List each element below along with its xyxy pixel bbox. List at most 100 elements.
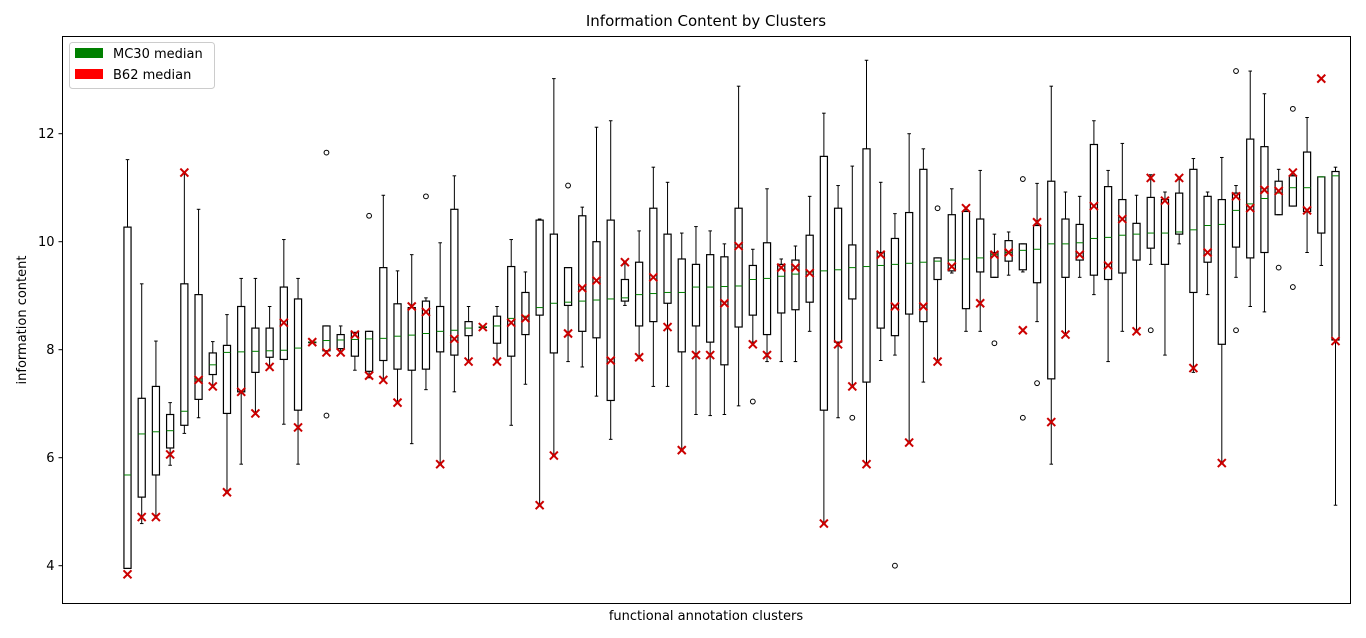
b62-median-marker xyxy=(165,449,175,460)
b62-median-marker xyxy=(989,249,1000,260)
b62-median-marker xyxy=(335,347,346,358)
b62-median-marker xyxy=(620,257,630,267)
cluster-box-group xyxy=(492,306,502,367)
iqr-box xyxy=(933,257,942,281)
b62-median-marker xyxy=(975,298,985,308)
iqr-box xyxy=(563,267,573,307)
b62-median-marker xyxy=(790,262,801,273)
b62-median-marker xyxy=(591,275,602,286)
b62-median-marker xyxy=(677,445,687,455)
cluster-box-group xyxy=(662,181,673,387)
cluster-box-group xyxy=(776,258,786,363)
cluster-box-group xyxy=(1202,191,1213,296)
outlier-point xyxy=(366,212,373,219)
iqr-box xyxy=(151,385,161,476)
cluster-box-group xyxy=(1330,166,1341,506)
cluster-box-group xyxy=(890,213,900,569)
iqr-box xyxy=(762,242,772,336)
legend: MC30 median B62 median xyxy=(69,42,215,89)
cluster-box-group xyxy=(790,245,801,363)
iqr-box xyxy=(848,244,857,300)
cluster-box-group xyxy=(463,306,474,367)
cluster-box-group xyxy=(691,226,701,415)
y-axis-ticks: 4 6 8 10 12 xyxy=(38,127,63,574)
outlier-point xyxy=(1233,68,1239,74)
iqr-box xyxy=(350,331,360,357)
iqr-box xyxy=(507,265,516,357)
b62-median-marker xyxy=(534,500,545,510)
legend-label-mc30: MC30 median xyxy=(113,47,203,62)
b62-median-marker xyxy=(961,203,971,213)
b62-median-marker xyxy=(847,381,858,392)
cluster-box-group xyxy=(506,239,516,426)
iqr-box xyxy=(649,207,658,323)
b62-median-marker xyxy=(861,459,872,469)
cluster-box-group xyxy=(563,182,573,363)
iqr-box xyxy=(549,233,559,354)
cluster-box-group xyxy=(847,165,858,421)
b62-median-marker xyxy=(890,301,900,312)
cluster-box-group xyxy=(947,188,957,274)
iqr-box xyxy=(777,263,786,314)
cluster-box-group xyxy=(577,206,587,368)
cluster-box-group xyxy=(1302,117,1312,253)
cluster-box-group xyxy=(293,277,303,465)
iqr-box xyxy=(634,261,644,327)
b62-median-marker xyxy=(1330,336,1341,346)
x-axis-title: functional annotation clusters xyxy=(609,609,804,624)
b62-median-marker xyxy=(1245,203,1255,213)
iqr-box xyxy=(1274,180,1283,216)
b62-median-marker xyxy=(1074,249,1085,260)
cluster-box-group xyxy=(1174,173,1184,245)
cluster-box-group xyxy=(634,230,644,362)
b62-median-marker xyxy=(804,268,815,278)
iqr-box xyxy=(1103,186,1113,281)
cluster-box-group xyxy=(705,230,715,417)
b62-median-marker xyxy=(1217,458,1227,468)
b62-median-marker xyxy=(193,375,204,385)
cluster-box-group xyxy=(1089,120,1099,296)
iqr-box xyxy=(677,258,686,353)
outlier-point xyxy=(1275,264,1282,271)
iqr-box xyxy=(535,219,544,316)
b62-median-marker xyxy=(662,322,673,332)
cluster-box-group xyxy=(1103,169,1113,363)
cluster-box-group xyxy=(719,243,730,415)
iqr-box xyxy=(663,233,672,304)
iqr-box xyxy=(1075,223,1084,261)
iqr-box xyxy=(706,254,715,343)
plot-frame xyxy=(62,36,1351,604)
b62-median-marker xyxy=(1146,173,1156,183)
iqr-box xyxy=(1032,224,1042,284)
b62-median-marker xyxy=(876,249,886,260)
b62-median-marker xyxy=(1288,167,1298,178)
iqr-box xyxy=(1175,192,1184,235)
cluster-box-group xyxy=(861,59,872,469)
y-tick-label: 6 xyxy=(46,451,54,466)
b62-median-marker xyxy=(478,322,488,332)
cluster-box-group xyxy=(1245,70,1255,307)
cluster-box-group xyxy=(122,159,133,580)
b62-median-marker xyxy=(1103,260,1113,271)
b62-median-marker xyxy=(719,298,730,308)
y-tick-label: 8 xyxy=(46,343,54,358)
b62-median-marker xyxy=(1003,247,1014,258)
outlier-point xyxy=(1289,105,1296,112)
b62-median-marker xyxy=(421,307,431,317)
cluster-box-group xyxy=(605,120,616,440)
b62-median-marker xyxy=(520,313,531,324)
iqr-box xyxy=(1302,151,1312,213)
b62-median-marker xyxy=(1188,363,1199,373)
cluster-box-group xyxy=(392,270,403,408)
cluster-box-group xyxy=(1316,73,1326,266)
iqr-box xyxy=(165,413,175,449)
outlier-point xyxy=(991,340,998,347)
iqr-box xyxy=(436,305,445,353)
iqr-box xyxy=(1061,218,1070,278)
b62-median-marker xyxy=(250,408,261,419)
b62-median-marker xyxy=(1259,185,1270,195)
b62-median-marker xyxy=(1117,214,1128,224)
iqr-box xyxy=(1317,176,1326,234)
